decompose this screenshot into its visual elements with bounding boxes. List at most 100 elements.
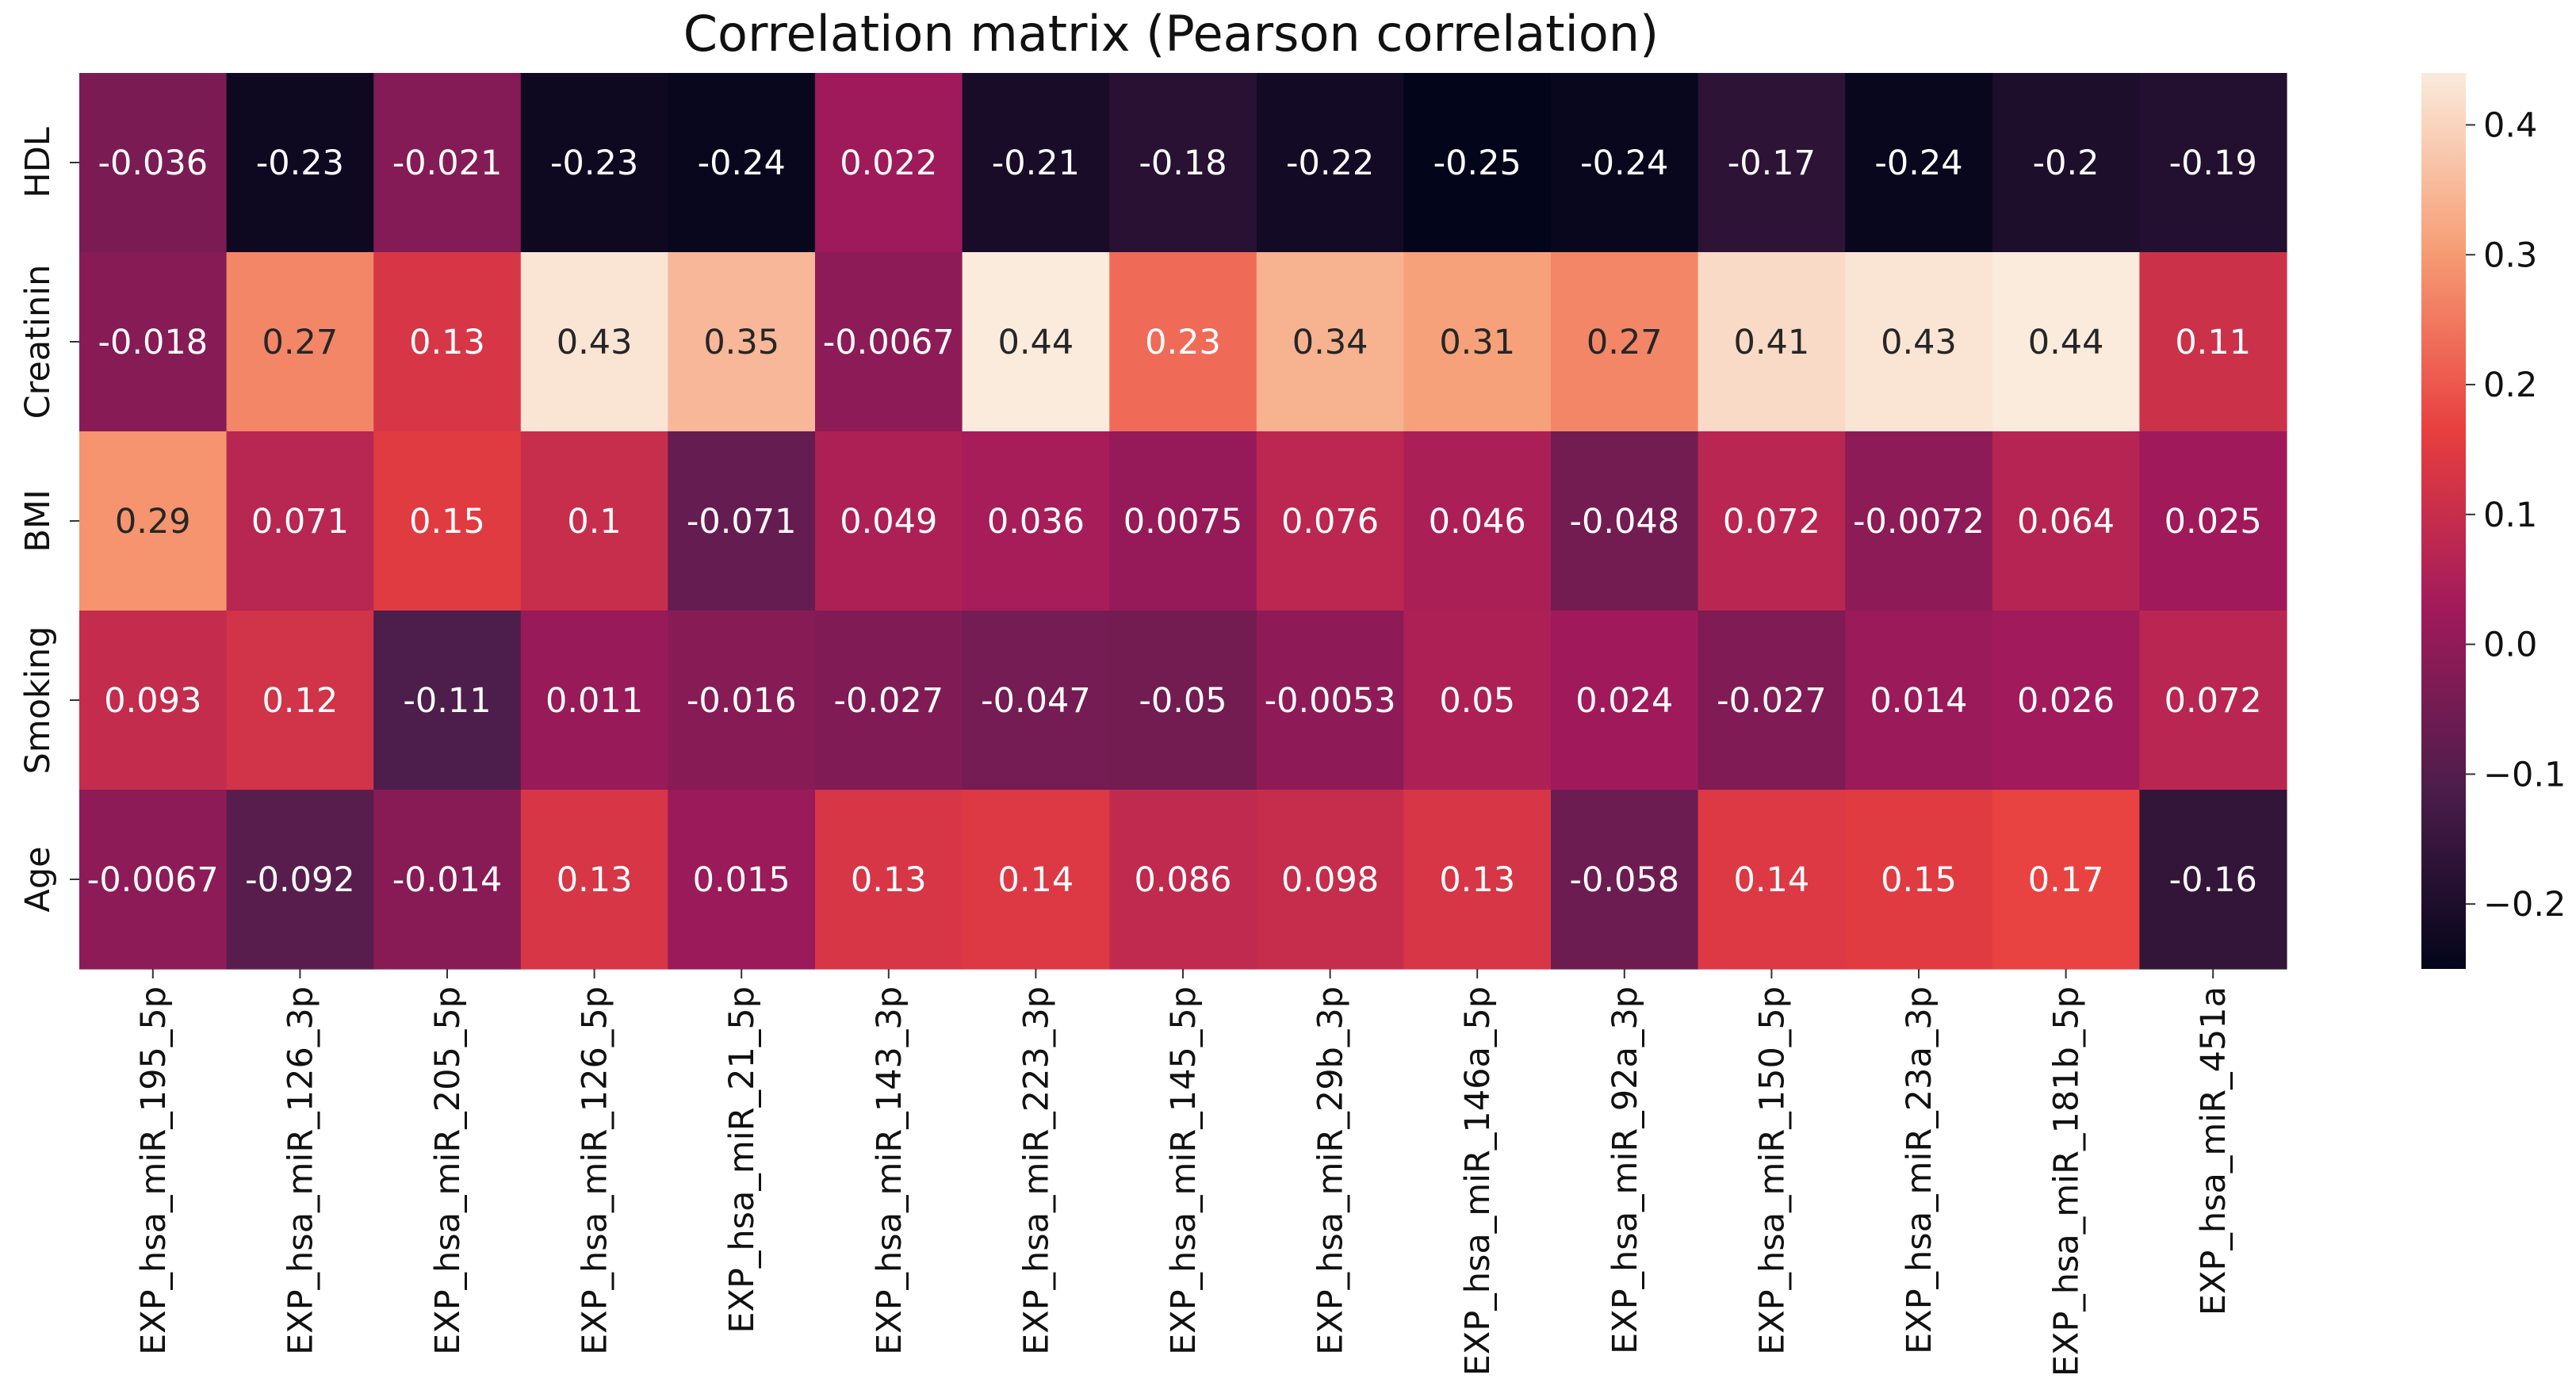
heatmap-cell [226, 431, 374, 611]
colorbar-tick-label: 0.0 [2483, 626, 2537, 665]
colorbar: −0.2 −0.1 0.0 0.1 0.2 0.3 0.4 [2421, 73, 2566, 969]
heatmap-cell [668, 73, 816, 253]
column-label: EXP_hsa_miR_126_5p [576, 986, 615, 1355]
column-label: EXP_hsa_miR_205_5p [428, 986, 468, 1355]
heatmap-cell [1256, 611, 1404, 791]
cell-value-label: 0.11 [2175, 323, 2251, 362]
cell-value-label: 0.011 [545, 681, 643, 721]
cell-value-label: 0.072 [2165, 681, 2262, 721]
cell-value-label: 0.014 [1870, 681, 1967, 721]
cell-value-label: 0.072 [1723, 502, 1820, 542]
heatmap-cell [373, 252, 522, 432]
heatmap-cell [226, 790, 374, 970]
heatmap-cell [962, 252, 1110, 432]
cell-value-label: -0.021 [392, 144, 503, 183]
cell-value-label: 0.022 [840, 144, 937, 183]
heatmap-cell [373, 431, 522, 611]
cell-value-label: 0.31 [1439, 323, 1515, 362]
heatmap-cell [1551, 73, 1699, 253]
column-label: EXP_hsa_miR_29b_3p [1311, 986, 1351, 1355]
cell-value-label: -0.22 [1286, 144, 1374, 183]
cell-value-label: -0.05 [1139, 681, 1227, 721]
column-label: EXP_hsa_miR_223_3p [1016, 986, 1056, 1355]
cell-value-label: 0.036 [987, 502, 1085, 542]
colorbar-gradient [2421, 73, 2466, 969]
heatmap-cell [962, 611, 1110, 791]
heatmap-cell [79, 790, 228, 970]
cell-value-label: 0.27 [262, 323, 339, 362]
heatmap-cell [1403, 790, 1552, 970]
colorbar-tick-label: 0.3 [2483, 235, 2537, 275]
heatmap-cell [1845, 73, 1993, 253]
cell-value-label: 0.35 [703, 323, 779, 362]
row-label: BMI [18, 489, 58, 552]
heatmap-cell [226, 252, 374, 432]
cell-value-label: 0.34 [1292, 323, 1368, 362]
heatmap-cell [1403, 252, 1552, 432]
column-tick-labels: EXP_hsa_miR_195_5p EXP_hsa_miR_126_3p EXP_… [134, 969, 2233, 1376]
colorbar-tick-label: 0.1 [2483, 496, 2537, 535]
cell-value-label: -0.11 [403, 681, 491, 721]
column-label: EXP_hsa_miR_143_3p [870, 986, 909, 1355]
cell-value-label: 0.17 [2028, 860, 2104, 900]
cell-value-label: 0.12 [262, 681, 339, 721]
cell-value-label: 0.049 [840, 502, 937, 542]
heatmap-cell [1403, 431, 1552, 611]
heatmap-cell [1845, 790, 1993, 970]
cell-value-label: -0.23 [256, 144, 344, 183]
cell-value-label: -0.24 [1874, 144, 1962, 183]
cell-value-label: 0.05 [1439, 681, 1515, 721]
heatmap-cell [373, 790, 522, 970]
heatmap-cell [1992, 73, 2140, 253]
heatmap-cell [1698, 73, 1846, 253]
colorbar-tick-label: −0.1 [2483, 755, 2566, 794]
heatmap-cell [668, 431, 816, 611]
cell-value-label: 0.0075 [1123, 502, 1242, 542]
row-label: Smoking [18, 626, 58, 775]
heatmap-cell [1256, 431, 1404, 611]
row-label: Creatinin [18, 265, 58, 419]
colorbar-ticks: −0.2 −0.1 0.0 0.1 0.2 0.3 0.4 [2466, 106, 2566, 925]
heatmap-cell [815, 431, 963, 611]
heatmap-cell [79, 252, 228, 432]
heatmap-cell [1698, 611, 1846, 791]
heatmap-cell [520, 252, 668, 432]
colorbar-tick-label: 0.4 [2483, 106, 2537, 146]
heatmap-cell [1845, 611, 1993, 791]
column-label: EXP_hsa_miR_145_5p [1164, 986, 1204, 1355]
cell-value-label: 0.025 [2165, 502, 2262, 542]
heatmap-cell [815, 790, 963, 970]
cell-value-label: 0.098 [1281, 860, 1379, 900]
heatmap-cell [2139, 431, 2287, 611]
cell-value-label: 0.14 [998, 860, 1074, 900]
heatmap-cell [1698, 790, 1846, 970]
heatmap-cell [226, 611, 374, 791]
cell-value-label: -0.016 [687, 681, 797, 721]
cell-value-label: 0.43 [557, 323, 633, 362]
cell-value-label: 0.046 [1429, 502, 1526, 542]
cell-value-label: 0.41 [1734, 323, 1810, 362]
heatmap-cell [79, 73, 228, 253]
column-label: EXP_hsa_miR_126_3p [281, 986, 320, 1355]
heatmap-cell [373, 611, 522, 791]
column-label: EXP_hsa_miR_451a [2194, 986, 2233, 1315]
row-tick-labels: HDL Creatinin BMI Smoking Age [18, 127, 79, 913]
column-label: EXP_hsa_miR_195_5p [134, 986, 174, 1355]
cell-value-label: -0.0072 [1853, 502, 1985, 542]
heatmap-cell [1109, 73, 1257, 253]
heatmap-cells: -0.036 -0.23 -0.021 -0.23 -0.24 0.022 -0.21 -0.… [79, 73, 2287, 970]
heatmap-cell [1551, 252, 1699, 432]
heatmap-cell [520, 431, 668, 611]
heatmap-cell [520, 790, 668, 970]
cell-value-label: 0.15 [409, 502, 485, 542]
heatmap-cell [1551, 611, 1699, 791]
column-label: EXP_hsa_miR_23a_3p [1900, 986, 1939, 1354]
heatmap-cell [815, 73, 963, 253]
cell-value-label: -0.24 [1580, 144, 1668, 183]
heatmap-cell [962, 431, 1110, 611]
column-label: EXP_hsa_miR_21_5p [722, 986, 762, 1334]
heatmap-cell [1698, 431, 1846, 611]
cell-value-label: -0.21 [992, 144, 1080, 183]
cell-value-label: 0.14 [1734, 860, 1810, 900]
